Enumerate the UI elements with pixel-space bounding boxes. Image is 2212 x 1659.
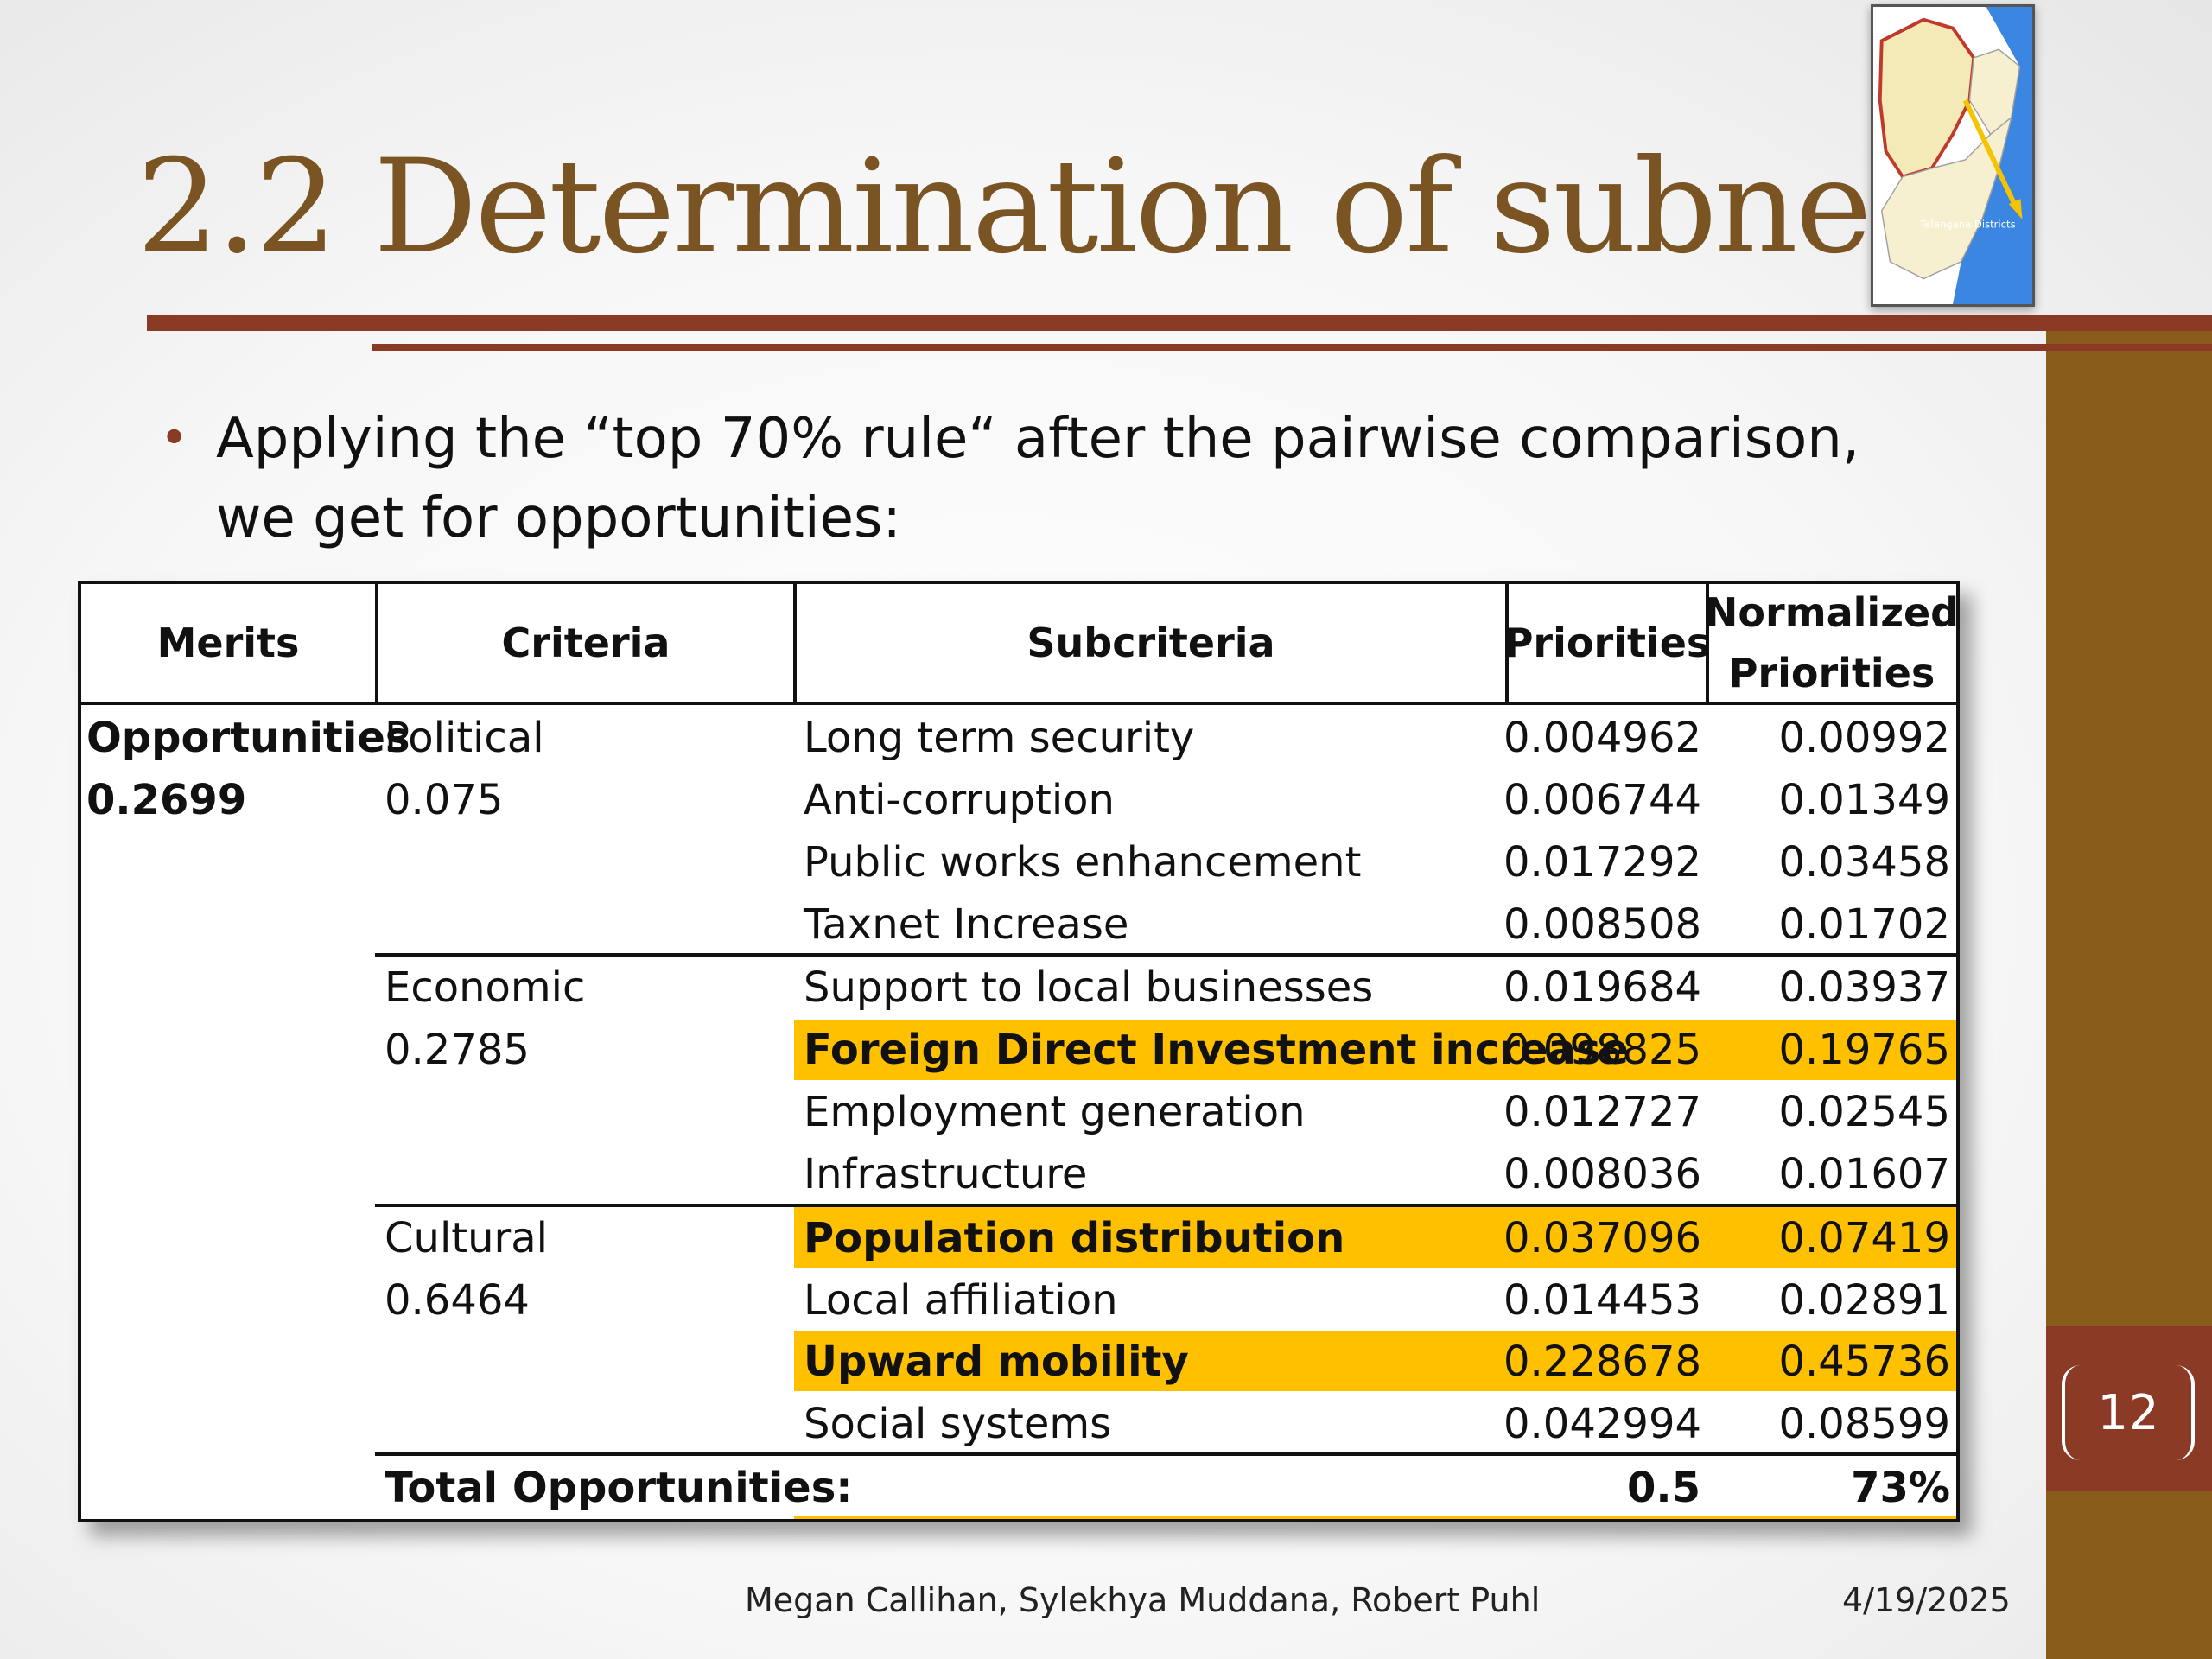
criteria-cultural: Cultural [385,1214,548,1262]
header-normalized-line1: Normalized [1704,589,1960,636]
highlight-upward [794,1331,1956,1391]
merit-value: 0.2699 [86,776,247,824]
group-divider-1 [375,953,1960,957]
row-6-priority: 0.098825 [1503,1026,1702,1074]
row-7-normalized: 0.02545 [1778,1088,1951,1136]
header-criteria: Criteria [501,620,671,666]
bullet-point: • Applying the “top 70% rule“ after the … [160,399,1888,558]
footer-authors: Megan Callihan, Sylekhya Muddana, Robert… [745,1581,1541,1619]
header-priorities: Priorities [1503,620,1711,666]
criteria-political-value: 0.075 [385,776,504,824]
telangana-map-icon: Telangana Districts [1871,4,2035,307]
row-8-subcriteria: Infrastructure [804,1150,1088,1198]
row-4-subcriteria: Taxnet Increase [804,900,1129,949]
map-caption: Telangana Districts [1919,218,2015,230]
row-12-subcriteria: Social systems [804,1400,1112,1448]
title-rule-thick [147,315,2212,331]
row-5-subcriteria: Support to local businesses [804,963,1374,1012]
header-normalized: Normalized Priorities [1705,584,1959,702]
row-12-normalized: 0.08599 [1778,1400,1951,1448]
page-number-tab [2046,1326,2212,1491]
merit-name: Opportunities [86,714,410,762]
row-10-priority: 0.014453 [1503,1276,1702,1325]
highlight-population [794,1207,1956,1268]
header-vline-2 [793,581,797,703]
criteria-political: Political [385,714,544,762]
criteria-economic-value: 0.2785 [385,1026,530,1074]
header-subcriteria: Subcriteria [1027,620,1275,666]
row-10-subcriteria: Local affiliation [804,1276,1118,1325]
criteria-economic: Economic [385,963,586,1012]
row-1-priority: 0.004962 [1503,714,1702,762]
row-7-subcriteria: Employment generation [804,1088,1306,1136]
row-6-normalized: 0.19765 [1778,1026,1951,1074]
row-3-subcriteria: Public works enhancement [804,838,1362,887]
row-9-subcriteria: Population distribution [804,1214,1345,1262]
row-6-subcriteria: Foreign Direct Investment increase [804,1026,1629,1074]
row-12-priority: 0.042994 [1503,1400,1702,1448]
bullet-line-1: Applying the “top 70% rule“ after the pa… [216,407,1860,471]
row-8-normalized: 0.01607 [1778,1150,1951,1198]
row-1-normalized: 0.00992 [1778,714,1951,762]
highlight-fdi [794,1020,1956,1080]
row-2-priority: 0.006744 [1503,776,1702,824]
row-5-priority: 0.019684 [1503,963,1702,1012]
row-3-normalized: 0.03458 [1778,838,1951,887]
total-divider [375,1452,1960,1456]
row-11-subcriteria: Upward mobility [804,1338,1189,1386]
highlight-total-edge [794,1516,1956,1521]
row-7-priority: 0.012727 [1503,1088,1702,1136]
row-5-normalized: 0.03937 [1778,963,1951,1012]
total-label: Total Opportunities: [385,1464,853,1512]
row-9-priority: 0.037096 [1503,1214,1702,1262]
slide-title: 2.2 Determination of subnets [137,132,1986,283]
row-4-priority: 0.008508 [1503,900,1702,949]
criteria-cultural-value: 0.6464 [385,1276,530,1325]
header-normalized-line2: Priorities [1728,650,1936,696]
header-vline-3 [1505,581,1509,703]
group-divider-2 [375,1204,1960,1207]
header-vline-4 [1706,581,1709,703]
header-divider [78,702,1960,705]
table-border [78,581,1960,1522]
header-vline-1 [375,581,378,703]
bullet-dot-icon: • [160,410,189,467]
header-merits: Merits [156,620,300,666]
row-4-normalized: 0.01702 [1778,900,1951,949]
row-2-subcriteria: Anti-corruption [804,776,1115,824]
row-11-normalized: 0.45736 [1778,1338,1951,1386]
row-3-priority: 0.017292 [1503,838,1702,887]
row-10-normalized: 0.02891 [1778,1276,1951,1325]
bullet-line-2: we get for opportunities: [216,486,901,550]
row-8-priority: 0.008036 [1503,1150,1702,1198]
total-normalized: 73% [1851,1464,1950,1512]
page-number: 12 [2062,1365,2195,1460]
row-9-normalized: 0.07419 [1778,1214,1951,1262]
footer-date: 4/19/2025 [1842,1581,2011,1619]
row-11-priority: 0.228678 [1503,1338,1702,1386]
row-2-normalized: 0.01349 [1778,776,1951,824]
total-priority: 0.5 [1626,1464,1700,1512]
title-rule-thin [372,344,2212,351]
row-1-subcriteria: Long term security [804,714,1195,762]
